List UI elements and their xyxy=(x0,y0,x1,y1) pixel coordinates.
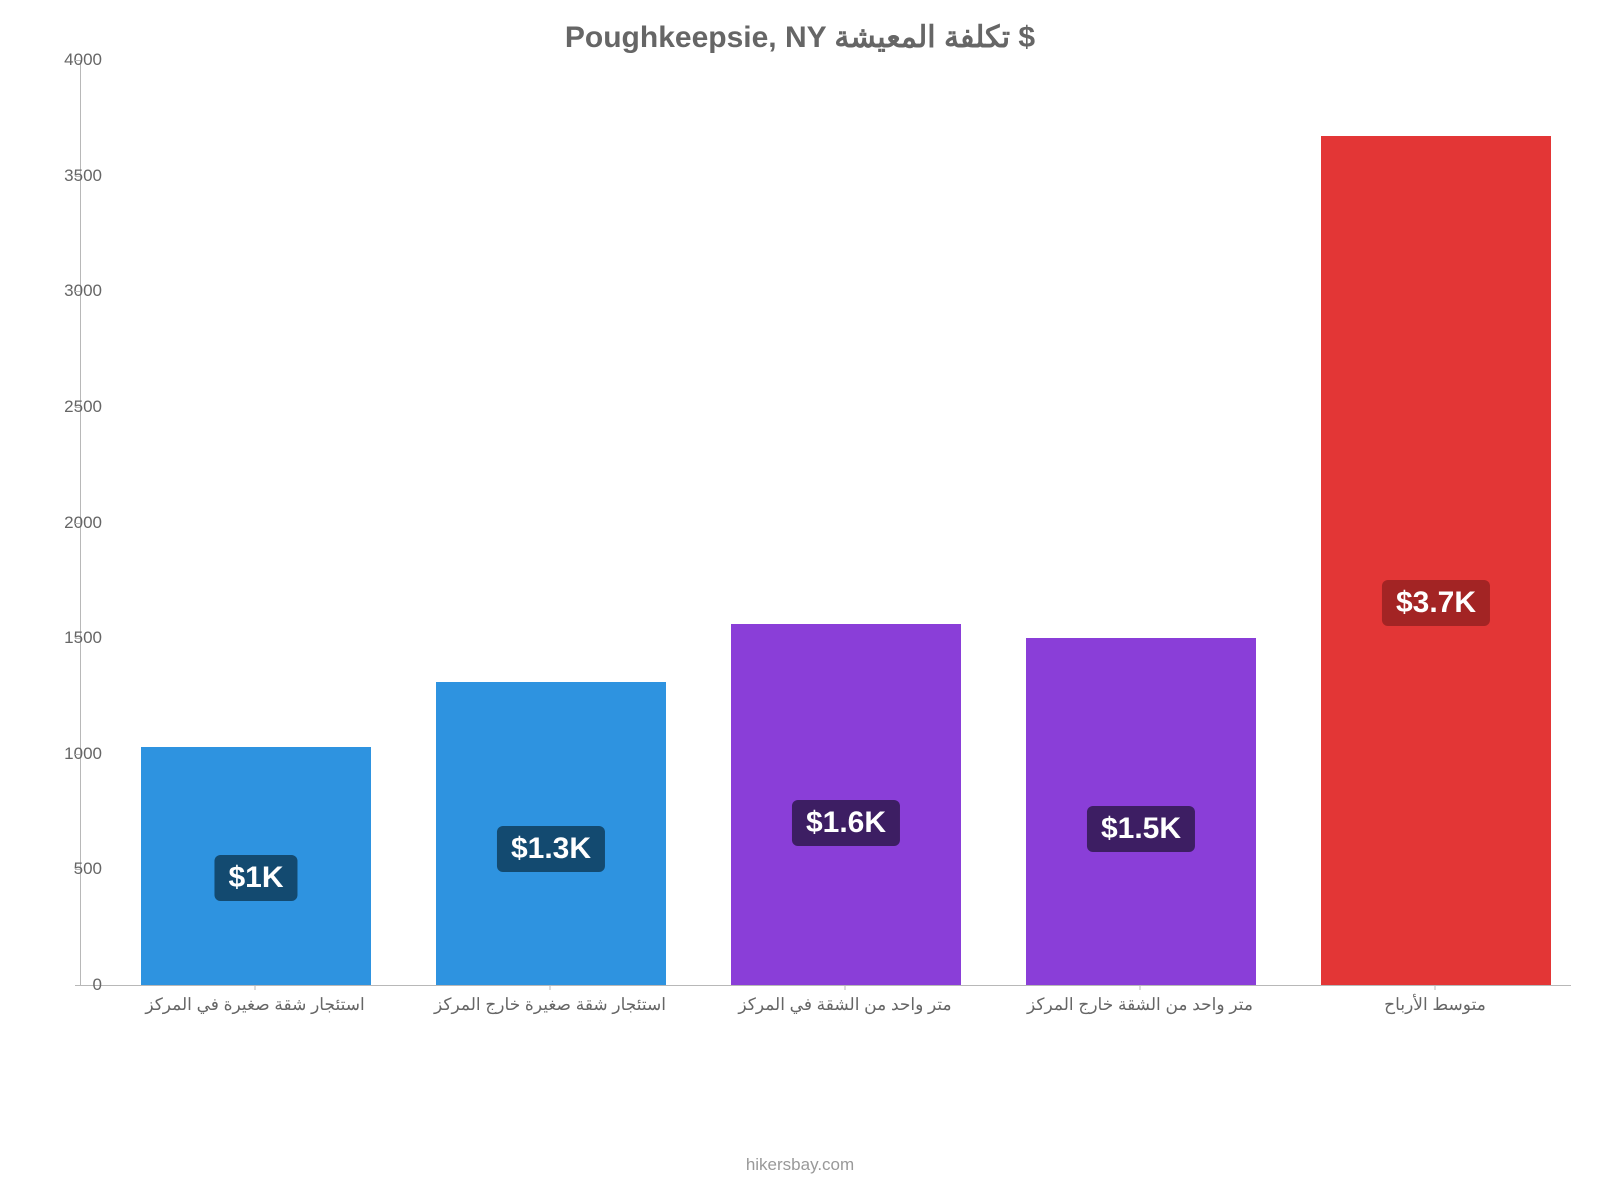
x-tick-label: متر واحد من الشقة خارج المركز xyxy=(1027,995,1253,1015)
plot-area: $1K $1.3K $1.6K $1.5K $3.7K xyxy=(80,60,1571,986)
y-tick-label: 1000 xyxy=(22,744,102,764)
x-tick-mark xyxy=(845,985,846,990)
x-tick-label: استئجار شقة صغيرة خارج المركز xyxy=(434,995,666,1015)
y-tick-mark xyxy=(75,60,80,61)
y-tick-mark xyxy=(75,638,80,639)
bar xyxy=(1321,136,1551,985)
bar-value-label: $1K xyxy=(214,855,297,901)
y-tick-label: 0 xyxy=(22,975,102,995)
y-tick-mark xyxy=(75,176,80,177)
y-tick-mark xyxy=(75,985,80,986)
x-tick-mark xyxy=(1140,985,1141,990)
bar-value-label: $1.3K xyxy=(497,826,605,872)
bar-value-label: $3.7K xyxy=(1382,580,1490,626)
x-tick-label: متوسط الأرباح xyxy=(1384,995,1486,1015)
y-tick-mark xyxy=(75,407,80,408)
y-tick-label: 2000 xyxy=(22,513,102,533)
y-tick-mark xyxy=(75,869,80,870)
y-tick-label: 500 xyxy=(22,859,102,879)
y-tick-mark xyxy=(75,291,80,292)
chart-attribution: hikersbay.com xyxy=(0,1155,1600,1175)
y-tick-label: 3000 xyxy=(22,281,102,301)
y-tick-label: 1500 xyxy=(22,628,102,648)
y-tick-label: 3500 xyxy=(22,166,102,186)
chart-title: Poughkeepsie, NY تكلفة المعيشة $ xyxy=(0,20,1600,55)
x-tick-label: متر واحد من الشقة في المركز xyxy=(738,995,951,1015)
x-tick-mark xyxy=(255,985,256,990)
x-tick-mark xyxy=(1435,985,1436,990)
x-tick-mark xyxy=(550,985,551,990)
y-tick-label: 2500 xyxy=(22,397,102,417)
bar-value-label: $1.5K xyxy=(1087,806,1195,852)
chart-stage: Poughkeepsie, NY تكلفة المعيشة $ $1K $1.3… xyxy=(0,0,1600,1200)
y-tick-label: 4000 xyxy=(22,50,102,70)
bar-value-label: $1.6K xyxy=(792,800,900,846)
y-tick-mark xyxy=(75,523,80,524)
y-tick-mark xyxy=(75,754,80,755)
x-tick-label: استئجار شقة صغيرة في المركز xyxy=(145,995,364,1015)
